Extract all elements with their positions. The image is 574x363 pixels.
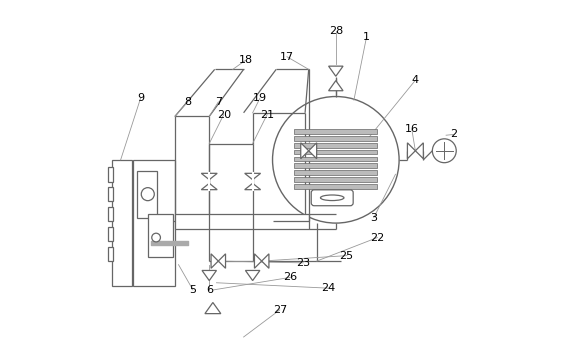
- Circle shape: [432, 139, 456, 163]
- Circle shape: [273, 97, 399, 223]
- Text: 3: 3: [370, 213, 377, 223]
- Polygon shape: [245, 173, 261, 180]
- Text: 17: 17: [280, 52, 294, 62]
- Polygon shape: [416, 143, 424, 159]
- FancyBboxPatch shape: [294, 163, 377, 168]
- FancyBboxPatch shape: [294, 150, 377, 154]
- FancyBboxPatch shape: [294, 177, 377, 182]
- FancyBboxPatch shape: [311, 190, 353, 206]
- Ellipse shape: [320, 195, 344, 200]
- FancyBboxPatch shape: [175, 214, 309, 229]
- Circle shape: [152, 233, 161, 242]
- Text: 21: 21: [260, 110, 274, 119]
- FancyBboxPatch shape: [133, 160, 175, 286]
- Text: 27: 27: [273, 305, 287, 315]
- FancyBboxPatch shape: [148, 214, 173, 257]
- FancyBboxPatch shape: [111, 160, 131, 286]
- Text: 19: 19: [253, 93, 267, 103]
- Polygon shape: [262, 254, 269, 268]
- Polygon shape: [245, 183, 261, 190]
- Text: 18: 18: [238, 56, 253, 65]
- Polygon shape: [254, 254, 262, 268]
- Polygon shape: [301, 143, 309, 159]
- FancyBboxPatch shape: [137, 171, 157, 218]
- Circle shape: [141, 188, 154, 201]
- Text: 6: 6: [205, 285, 213, 295]
- FancyBboxPatch shape: [108, 207, 114, 221]
- Text: 1: 1: [363, 32, 370, 42]
- Text: 23: 23: [296, 258, 311, 268]
- Text: 22: 22: [370, 233, 385, 242]
- FancyBboxPatch shape: [294, 184, 377, 189]
- Text: 4: 4: [412, 75, 419, 85]
- Text: 8: 8: [184, 97, 191, 107]
- Text: 7: 7: [215, 97, 222, 107]
- FancyBboxPatch shape: [294, 143, 377, 147]
- Polygon shape: [246, 270, 260, 281]
- Text: 28: 28: [329, 26, 343, 36]
- Polygon shape: [205, 302, 221, 314]
- Text: 9: 9: [137, 93, 144, 103]
- Polygon shape: [201, 173, 217, 180]
- Polygon shape: [408, 143, 416, 159]
- FancyBboxPatch shape: [294, 129, 377, 134]
- Polygon shape: [328, 81, 343, 91]
- Text: 25: 25: [340, 250, 354, 261]
- Polygon shape: [201, 183, 217, 190]
- FancyBboxPatch shape: [108, 167, 114, 182]
- FancyBboxPatch shape: [294, 156, 377, 161]
- Text: 26: 26: [284, 272, 298, 282]
- Text: 5: 5: [189, 285, 196, 295]
- FancyBboxPatch shape: [294, 170, 377, 175]
- FancyBboxPatch shape: [108, 227, 114, 241]
- Polygon shape: [328, 66, 343, 76]
- Polygon shape: [202, 270, 216, 281]
- Text: 16: 16: [405, 124, 419, 134]
- FancyBboxPatch shape: [108, 187, 114, 201]
- Text: 24: 24: [321, 283, 336, 293]
- Polygon shape: [309, 143, 317, 159]
- Text: 2: 2: [450, 130, 457, 139]
- Polygon shape: [211, 254, 218, 268]
- Polygon shape: [218, 254, 226, 268]
- FancyBboxPatch shape: [108, 246, 114, 261]
- FancyBboxPatch shape: [294, 136, 377, 140]
- Text: 20: 20: [216, 110, 231, 119]
